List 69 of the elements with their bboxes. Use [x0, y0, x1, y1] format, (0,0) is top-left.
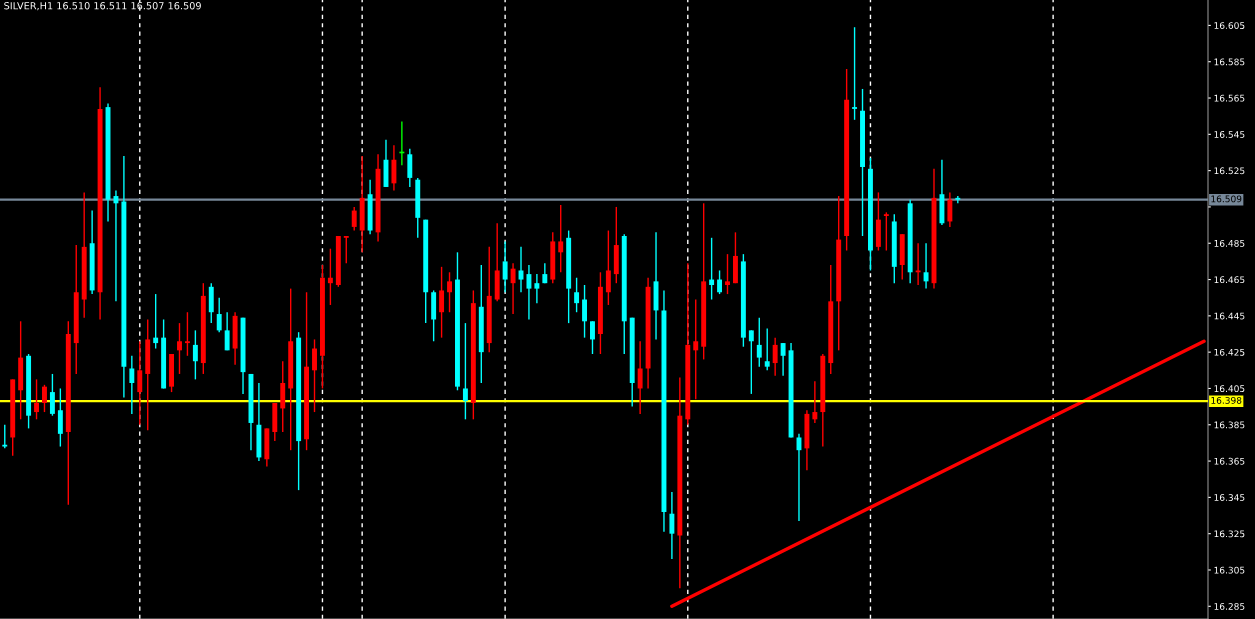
- candlestick: [637, 340, 643, 415]
- candlestick: [177, 322, 182, 375]
- y-tick-label: 16.585: [1214, 58, 1245, 66]
- candlestick: [192, 329, 198, 381]
- y-tick-label: 16.325: [1214, 530, 1245, 538]
- candlestick: [605, 229, 611, 306]
- candlestick: [312, 338, 317, 413]
- candlestick: [391, 144, 397, 192]
- candlestick: [812, 380, 818, 424]
- candlestick: [184, 311, 190, 357]
- candlestick: [947, 191, 953, 228]
- chart-title: SILVER,H1 16.510 16.511 16.507 16.509: [4, 2, 201, 11]
- candlestick: [502, 240, 508, 293]
- y-tick-label: 16.445: [1214, 312, 1245, 320]
- candlestick: [558, 204, 564, 273]
- y-tick-label: 16.545: [1214, 131, 1245, 138]
- candlestick: [709, 237, 715, 301]
- candlestick: [462, 322, 468, 421]
- ref-line-label: 16.398: [1211, 396, 1242, 404]
- candlestick: [224, 311, 230, 352]
- candlestick: [2, 424, 8, 450]
- y-tick-label: 16.365: [1214, 457, 1245, 465]
- candlestick: [34, 378, 39, 421]
- candlestick: [407, 148, 413, 188]
- candlestick: [343, 235, 349, 264]
- y-tick-label: 16.565: [1214, 94, 1245, 102]
- candlestick: [439, 266, 445, 339]
- y-tick-label: 16.285: [1214, 603, 1245, 610]
- candlestick: [764, 327, 770, 372]
- y-tick-label: 16.385: [1214, 421, 1245, 429]
- candlestick: [42, 384, 47, 413]
- y-tick-label: 16.605: [1214, 22, 1245, 29]
- candlestick: [582, 284, 587, 339]
- candlestick: [447, 271, 452, 313]
- candlestick: [510, 262, 516, 315]
- candlestick: [772, 336, 778, 377]
- candlestick: [923, 242, 929, 290]
- candlestick: [351, 206, 357, 232]
- y-tick-label: 16.525: [1214, 167, 1245, 175]
- candlestick: [748, 329, 754, 395]
- y-tick-label: 16.485: [1214, 239, 1245, 247]
- candlestick: [216, 297, 222, 333]
- candlestick: [955, 195, 961, 205]
- candlestick: [534, 273, 540, 304]
- ref-line-label: 16.509: [1211, 195, 1242, 203]
- candlestick: [883, 211, 889, 252]
- candlestick: [327, 247, 333, 306]
- y-tick-label: 16.405: [1214, 385, 1245, 393]
- y-tick-label: 16.425: [1214, 348, 1245, 356]
- candlestick: [780, 342, 786, 377]
- candlestick: [693, 298, 699, 401]
- candlestick: [717, 269, 723, 295]
- y-tick-label: 16.305: [1214, 566, 1245, 574]
- candlestick: [574, 277, 580, 313]
- candlestick: [129, 355, 135, 415]
- candlestick: [49, 373, 55, 417]
- candlestick: [57, 387, 63, 448]
- candlestick: [669, 491, 675, 560]
- candlestick: [852, 26, 858, 121]
- y-tick-label: 16.345: [1214, 494, 1245, 501]
- candlestick: [113, 189, 119, 303]
- candlestick: [153, 293, 159, 350]
- candlestick: [590, 320, 595, 355]
- candlestick: [915, 242, 921, 286]
- candlestick: [526, 264, 532, 321]
- candlestick: [725, 253, 730, 295]
- candlestick: [756, 316, 762, 368]
- candlestick: [137, 340, 143, 426]
- y-tick-label: 16.465: [1214, 276, 1245, 284]
